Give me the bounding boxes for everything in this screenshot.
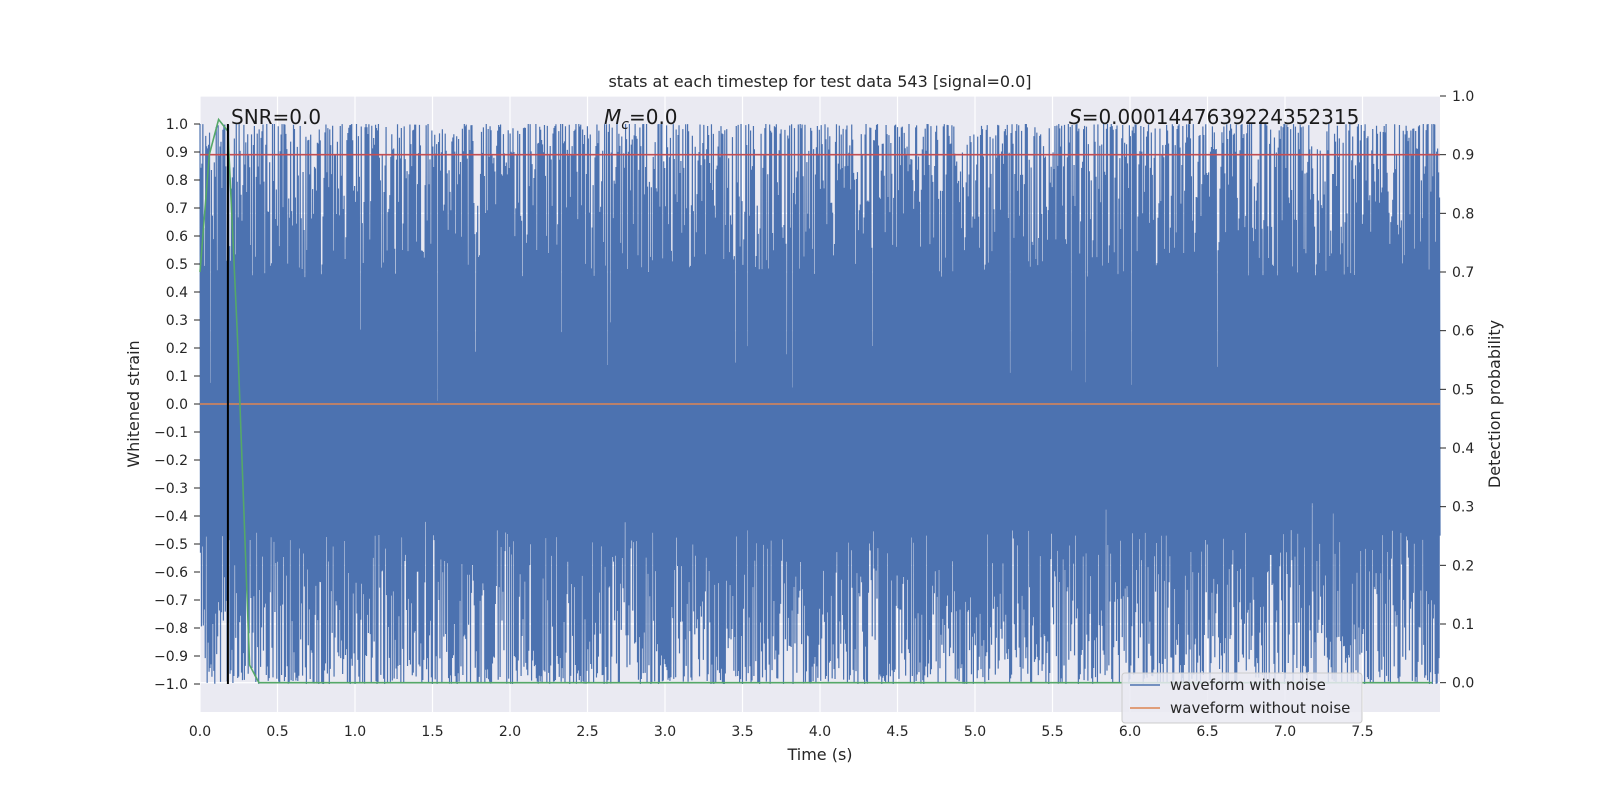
x-tick-label: 0.5 [266,724,288,740]
y-tick-label: 0.8 [166,173,188,189]
y2-tick-label: 0.3 [1452,500,1474,516]
y2-axis-ticks: 1.0 0.9 0.8 0.7 0.6 0.5 0.4 0.3 0.2 0.1 0.0 [1440,89,1474,692]
y2-tick-label: 0.6 [1452,324,1474,340]
y-tick-label: −0.6 [154,565,188,581]
x-tick-label: 3.5 [731,724,753,740]
y2-tick-label: 0.1 [1452,617,1474,633]
y-tick-label: 0.9 [166,145,188,161]
x-tick-label: 1.5 [421,724,443,740]
y-tick-label: 0.1 [166,369,188,385]
legend-label-noise: waveform with noise [1170,676,1326,694]
x-tick-label: 4.5 [886,724,908,740]
snr-annotation: SNR=0.0 [231,105,321,129]
y2-tick-label: 0.9 [1452,148,1474,164]
x-tick-label: 7.5 [1351,724,1373,740]
y2-tick-label: 1.0 [1452,89,1474,105]
s-value: =0.0001447639224352315 [1082,105,1360,129]
x-tick-label: 2.5 [576,724,598,740]
y-tick-label: −0.9 [154,649,188,665]
x-tick-label: 1.0 [344,724,366,740]
y2-tick-label: 0.8 [1452,206,1474,222]
mc-symbol: M [604,105,621,129]
y-tick-label: 1.0 [166,117,188,133]
x-tick-label: 0.0 [189,724,211,740]
legend: waveform with noise waveform without noi… [1121,672,1363,724]
y-tick-label: −0.8 [154,621,188,637]
mc-subscript: c [621,117,629,133]
y-tick-label: 0.6 [166,229,188,245]
y2-axis-label: Detection probability [1485,320,1504,488]
y2-tick-label: 0.7 [1452,265,1474,281]
series-lines [199,117,1440,684]
y-axis-label: Whitened strain [124,340,143,467]
x-tick-label: 6.5 [1196,724,1218,740]
y2-tick-label: 0.0 [1452,676,1474,692]
y-tick-label: 0.2 [166,341,188,357]
y-tick-label: −1.0 [154,677,188,693]
mc-annotation: Mc=0.0 [604,105,678,133]
y2-tick-label: 0.4 [1452,441,1474,457]
series-waveform-with-noise [199,123,1441,685]
y-tick-label: 0.0 [166,397,188,413]
x-axis-label: Time (s) [786,745,852,764]
noise-waveform-line [199,123,1441,685]
y-tick-label: −0.7 [154,593,188,609]
y2-tick-label: 0.2 [1452,558,1474,574]
x-axis-ticks: 0.0 0.5 1.0 1.5 2.0 2.5 3.0 3.5 4.0 4.5 5.0 5.5 6.0 6… [189,724,1374,740]
s-symbol: S [1069,105,1082,129]
y-tick-label: 0.7 [166,201,188,217]
y-tick-label: −0.3 [154,481,188,497]
y-tick-label: 0.4 [166,285,188,301]
s-annotation: S=0.0001447639224352315 [1069,105,1359,129]
x-tick-label: 7.0 [1274,724,1296,740]
y-tick-label: −0.5 [154,537,188,553]
x-tick-label: 2.0 [499,724,521,740]
y-tick-label: −0.2 [154,453,188,469]
x-tick-label: 6.0 [1119,724,1141,740]
y-tick-label: −0.1 [154,425,188,441]
x-tick-label: 5.0 [964,724,986,740]
y-tick-label: 0.3 [166,313,188,329]
x-tick-label: 3.0 [654,724,676,740]
y-axis-ticks: 1.0 0.9 0.8 0.7 0.6 0.5 0.4 0.3 0.2 0.1 0.0 −0.1 −0.… [154,117,200,693]
legend-box [1121,672,1363,724]
x-tick-label: 5.5 [1041,724,1063,740]
detection-probability-line [199,117,1433,684]
chart-title: stats at each timestep for test data 543… [608,72,1031,91]
mc-value: =0.0 [629,105,678,129]
y-tick-label: 0.5 [166,257,188,273]
legend-label-clean: waveform without noise [1170,699,1350,717]
y-tick-label: −0.4 [154,509,188,525]
y2-tick-label: 0.5 [1452,382,1474,398]
x-tick-label: 4.0 [809,724,831,740]
